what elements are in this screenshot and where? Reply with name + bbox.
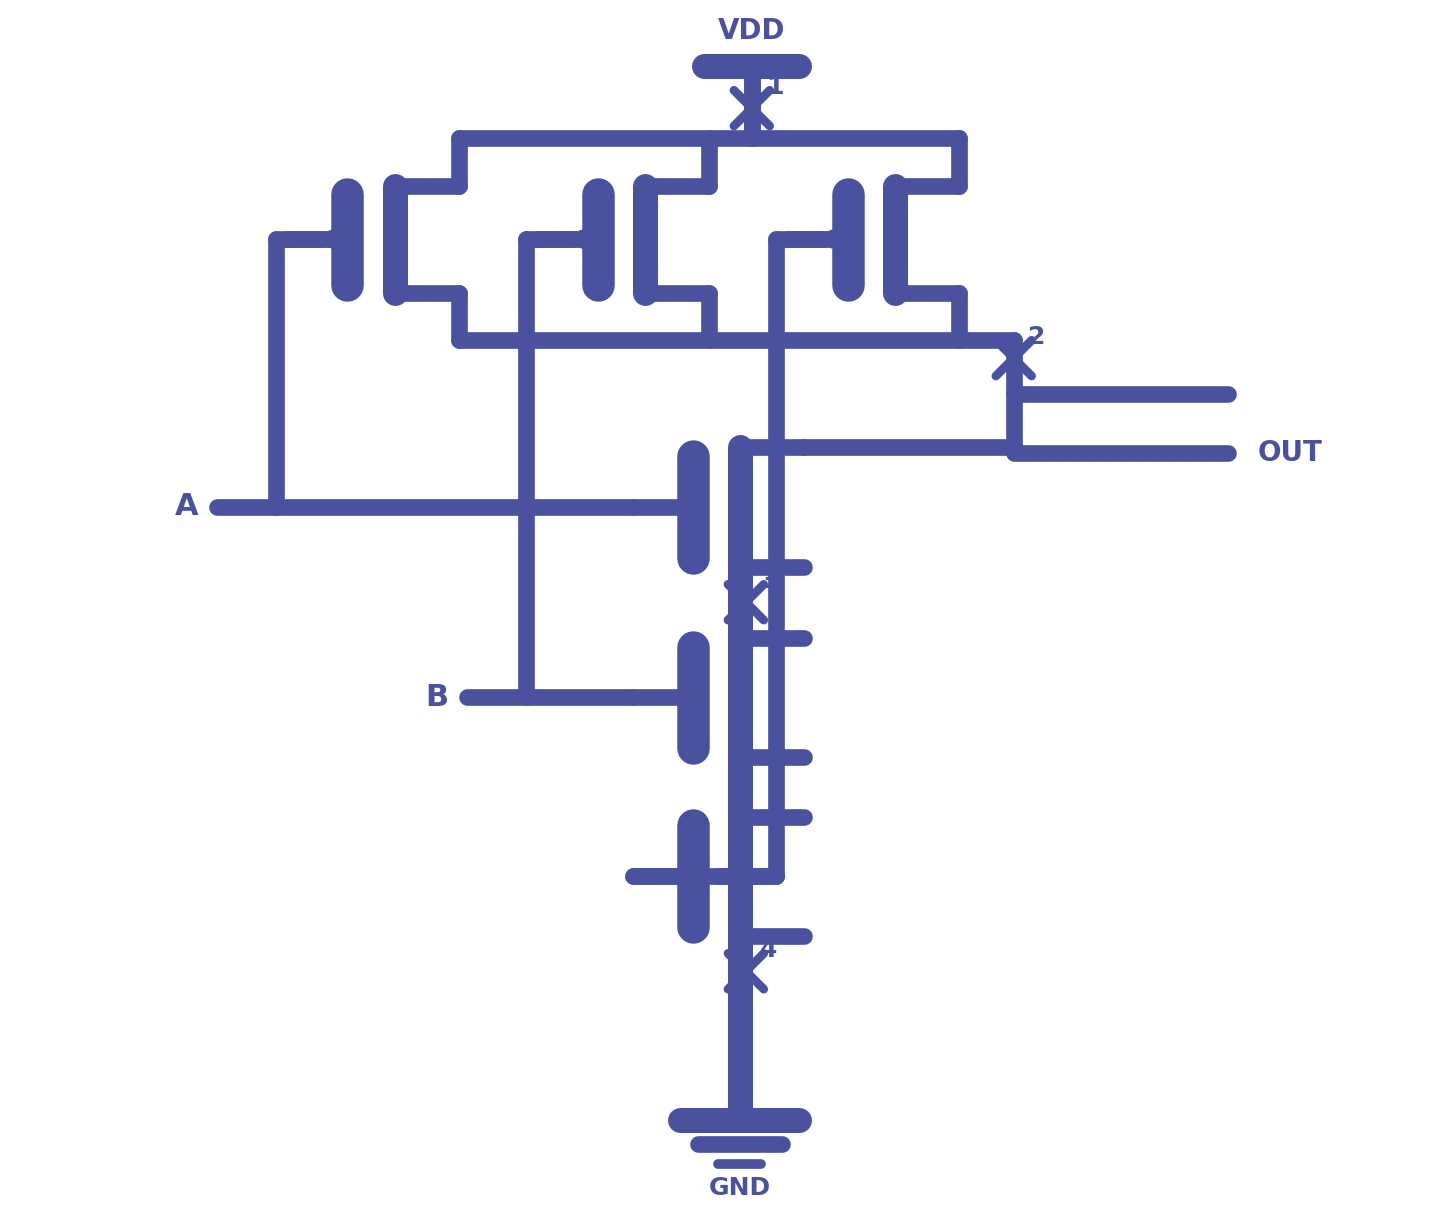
- Text: OUT: OUT: [1258, 439, 1322, 468]
- Text: GND: GND: [709, 1176, 772, 1201]
- Text: 4: 4: [760, 938, 778, 962]
- Text: B: B: [425, 683, 448, 712]
- Text: 1: 1: [766, 75, 783, 99]
- Text: A: A: [175, 492, 198, 521]
- Circle shape: [574, 230, 593, 249]
- Text: C: C: [677, 862, 699, 891]
- Text: VDD: VDD: [718, 17, 786, 45]
- Text: 2: 2: [1028, 325, 1045, 348]
- Circle shape: [824, 230, 843, 249]
- Text: 3: 3: [760, 568, 778, 592]
- Circle shape: [323, 230, 342, 249]
